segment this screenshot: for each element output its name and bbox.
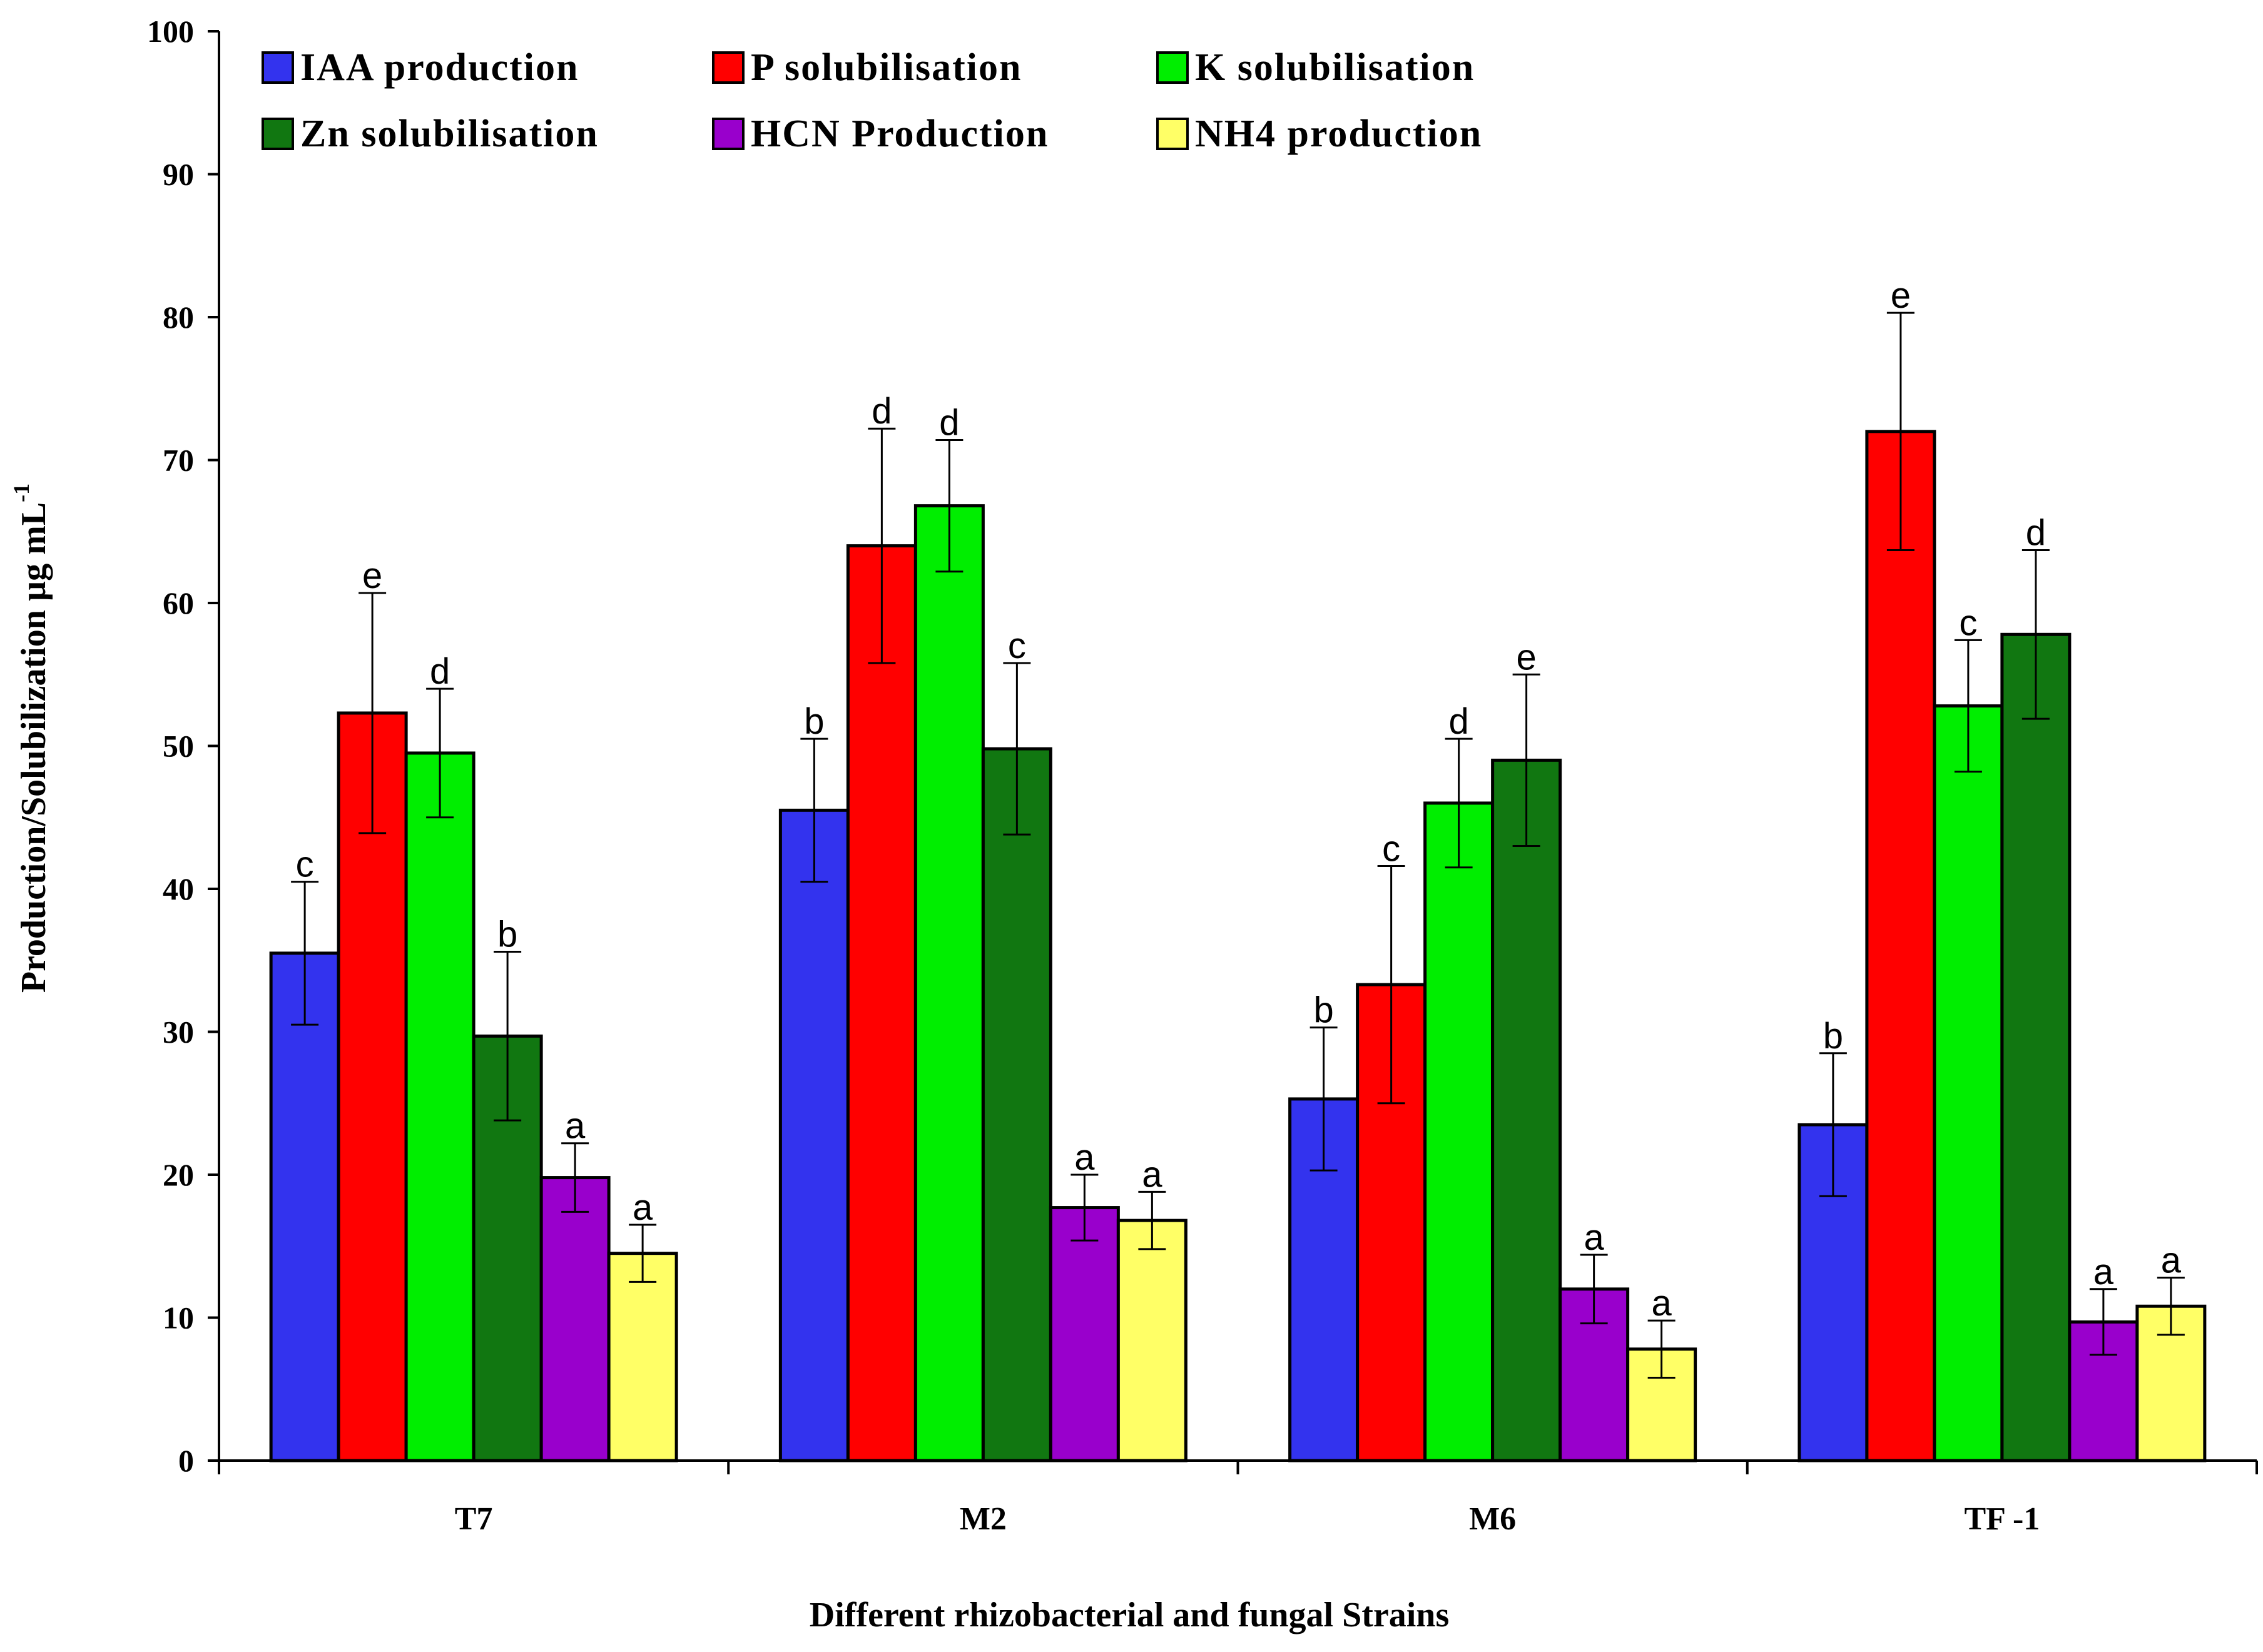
bar <box>846 544 917 1462</box>
significance-letter: d <box>430 651 450 692</box>
bar <box>913 504 985 1462</box>
y-tick-label: 80 <box>163 300 194 335</box>
legend-label: K solubilisation <box>1195 46 1475 89</box>
y-tick-label: 0 <box>178 1443 194 1478</box>
significance-letter: c <box>1008 626 1026 666</box>
significance-letter: d <box>939 403 959 443</box>
bar <box>1491 758 1562 1462</box>
legend-swatch <box>712 118 745 150</box>
y-tick-label: 70 <box>163 443 194 478</box>
significance-letter: d <box>2026 512 2046 553</box>
significance-letter: a <box>2093 1252 2114 1292</box>
bar <box>539 1176 611 1462</box>
y-tick-label: 60 <box>163 585 194 621</box>
significance-letter: b <box>1313 990 1333 1031</box>
legend-swatch <box>262 51 294 84</box>
bar <box>778 808 850 1462</box>
significance-letter: a <box>1651 1283 1672 1324</box>
bar <box>607 1252 678 1462</box>
significance-letter: b <box>804 701 824 742</box>
significance-letter: c <box>1959 602 1977 643</box>
bar <box>1933 704 2004 1462</box>
legend-label: IAA production <box>300 46 579 89</box>
y-tick-label: 10 <box>163 1300 194 1335</box>
y-tick-label: 90 <box>163 157 194 192</box>
legend: IAA production P solubilisation K solubili… <box>262 46 1482 155</box>
significance-letter: c <box>296 844 314 885</box>
bar <box>2000 632 2072 1462</box>
legend-swatch <box>712 51 745 84</box>
bar <box>1049 1206 1120 1462</box>
x-category-label: TF -1 <box>1964 1501 2040 1537</box>
y-tick-label: 50 <box>163 729 194 764</box>
y-axis-title: Production/Solubilization µg mL-1 <box>9 484 53 993</box>
y-tick-label: 100 <box>147 14 194 49</box>
significance-letter: d <box>872 391 892 432</box>
legend-label: P solubilisation <box>751 46 1022 89</box>
x-axis-title: Different rhizobacterial and fungal Stra… <box>810 1596 1449 1634</box>
significance-letter: b <box>497 915 517 955</box>
y-tick-label: 30 <box>163 1015 194 1050</box>
significance-letter: b <box>1823 1016 1843 1057</box>
y-axis-title-superscript: -1 <box>9 484 34 502</box>
x-category-label: M6 <box>1469 1501 1516 1537</box>
legend-swatch <box>1156 118 1189 150</box>
significance-letter: e <box>362 555 382 596</box>
legend-swatch <box>262 118 294 150</box>
x-category-label: M2 <box>960 1501 1007 1537</box>
y-tick-label: 40 <box>163 871 194 906</box>
bar <box>1865 430 1936 1462</box>
bar <box>269 951 340 1462</box>
y-tick-label: 20 <box>163 1157 194 1192</box>
significance-letter: e <box>1516 637 1536 677</box>
significance-letter: a <box>1142 1154 1162 1195</box>
bar <box>1116 1219 1187 1462</box>
significance-letter: c <box>1382 828 1400 869</box>
bar <box>981 747 1052 1462</box>
significance-letter: d <box>1448 701 1468 742</box>
significance-letter: a <box>633 1187 653 1228</box>
significance-letter: e <box>1891 275 1911 316</box>
bar <box>404 751 475 1462</box>
significance-letter: a <box>1584 1217 1604 1258</box>
legend-label: NH4 production <box>1195 113 1482 155</box>
plot-area: 0 10 20 30 40 50 60 70 80 90 100 T7 c e d b a a M2 b d d c a a M6… <box>147 14 2258 1537</box>
x-category-label: T7 <box>455 1501 493 1537</box>
significance-letter: a <box>2161 1240 2182 1281</box>
significance-letter: a <box>565 1106 586 1147</box>
significance-letter: a <box>1074 1137 1095 1178</box>
legend-label: HCN Production <box>751 113 1049 155</box>
legend-swatch <box>1156 51 1189 84</box>
legend-label: Zn solubilisation <box>300 113 599 155</box>
bar <box>1423 801 1495 1462</box>
